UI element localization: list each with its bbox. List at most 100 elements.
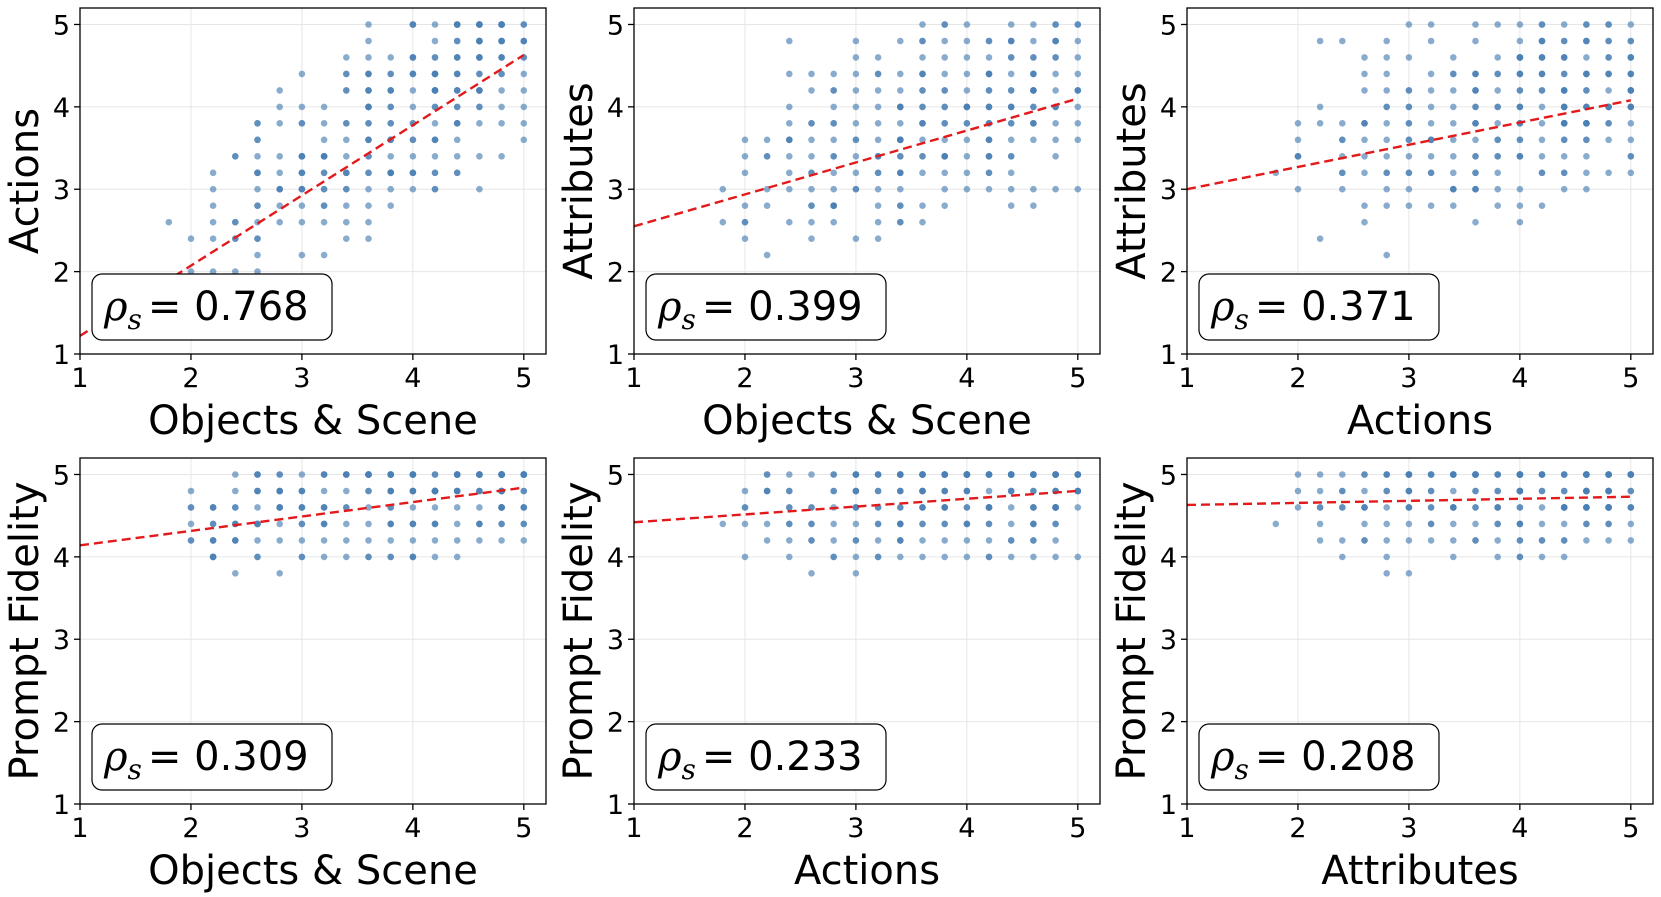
scatter-point (1030, 70, 1037, 78)
y-axis-label: Attributes (1109, 82, 1155, 279)
scatter-point (1405, 185, 1413, 193)
scatter-point (741, 136, 749, 144)
scatter-point (320, 504, 328, 511)
scatter-point (1583, 471, 1590, 478)
scatter-point (276, 103, 284, 111)
rho-annotation: ρs = 0.208 (1210, 734, 1416, 786)
scatter-point (431, 54, 439, 61)
scatter-point (1052, 136, 1059, 144)
scatter-point (963, 553, 971, 561)
scatter-point (1052, 520, 1059, 528)
scatter-point (1294, 153, 1302, 160)
scatter-point (343, 120, 350, 127)
scatter-point (919, 471, 926, 478)
scatter-point (830, 103, 837, 111)
scatter-point (1361, 504, 1368, 511)
scatter-point (1627, 153, 1635, 160)
rho-symbol: ρ (1210, 734, 1235, 780)
scatter-point (985, 136, 993, 144)
y-tick-label: 5 (53, 460, 70, 491)
scatter-point (209, 218, 217, 226)
scatter-point (1472, 218, 1479, 226)
scatter-point (830, 537, 837, 544)
scatter-point (963, 153, 971, 160)
scatter-point (232, 268, 239, 275)
scatter-point (1472, 471, 1479, 478)
scatter-point (409, 185, 417, 193)
scatter-point (1538, 37, 1546, 45)
x-tick-label: 4 (404, 813, 421, 844)
scatter-point (941, 504, 948, 511)
scatter-point (985, 185, 993, 193)
scatter-point (1605, 70, 1612, 78)
x-axis-label: Actions (794, 848, 940, 894)
scatter-point (786, 504, 793, 511)
scatter-point (476, 87, 483, 94)
scatter-point (1339, 169, 1346, 177)
scatter-point (1560, 54, 1568, 61)
scatter-point (1560, 520, 1568, 528)
scatter-point (1361, 218, 1368, 226)
scatter-point (1383, 537, 1390, 544)
scatter-point (254, 185, 261, 193)
scatter-point (498, 21, 505, 28)
scatter-point (874, 136, 882, 144)
scatter-point (1472, 70, 1479, 78)
rho-annotation: ρs = 0.309 (103, 734, 309, 786)
scatter-point (741, 153, 749, 160)
scatter-point (852, 120, 860, 127)
scatter-point (897, 153, 904, 160)
scatter-point (963, 520, 971, 528)
scatter-point (1560, 103, 1568, 111)
scatter-point (1383, 70, 1390, 78)
scatter-point (1074, 120, 1082, 127)
scatter-point (1538, 70, 1546, 78)
scatter-point (209, 169, 217, 177)
scatter-point (1450, 87, 1457, 94)
scatter-point (1361, 537, 1368, 544)
scatter-point (498, 537, 505, 544)
rho-box-frame (645, 273, 887, 341)
scatter-point (298, 251, 306, 259)
x-tick-label: 5 (1622, 813, 1639, 844)
scatter-point (431, 153, 439, 160)
scatter-point (320, 202, 328, 209)
scatter-point (343, 202, 350, 209)
scatter-point (830, 202, 837, 209)
rho-subscript: s (1235, 303, 1249, 336)
scatter-point (1472, 136, 1479, 144)
x-axis-label: Objects & Scene (148, 398, 478, 444)
scatter-point (919, 520, 926, 528)
scatter-point (1007, 153, 1015, 160)
y-axis-label: Attributes (556, 82, 602, 279)
scatter-point (1450, 120, 1457, 127)
scatter-point (897, 87, 904, 94)
scatter-point (1339, 471, 1346, 478)
x-tick-label: 4 (958, 363, 975, 394)
scatter-point (431, 553, 439, 561)
scatter-point (1405, 202, 1413, 209)
scatter-point (453, 70, 461, 78)
scatter-point (1538, 153, 1546, 160)
x-tick-label: 3 (293, 813, 310, 844)
scatter-point (343, 169, 350, 177)
scatter-point (365, 487, 372, 495)
scatter-point (1427, 504, 1435, 511)
scatter-point (1494, 120, 1501, 127)
scatter-point (1030, 103, 1037, 111)
scatter-point (1007, 185, 1015, 193)
scatter-point (276, 87, 284, 94)
scatter-point (1516, 21, 1524, 28)
scatter-point (520, 87, 528, 94)
scatter-point (874, 54, 882, 61)
scatter-point (852, 185, 860, 193)
scatter-point (1007, 120, 1015, 127)
scatter-point (1583, 120, 1590, 127)
scatter-point (741, 553, 749, 561)
scatter-point (1583, 185, 1590, 193)
scatter-point (498, 153, 505, 160)
scatter-point (320, 251, 328, 259)
scatter-point (763, 537, 771, 544)
scatter-point (1627, 136, 1635, 144)
scatter-point (298, 218, 306, 226)
